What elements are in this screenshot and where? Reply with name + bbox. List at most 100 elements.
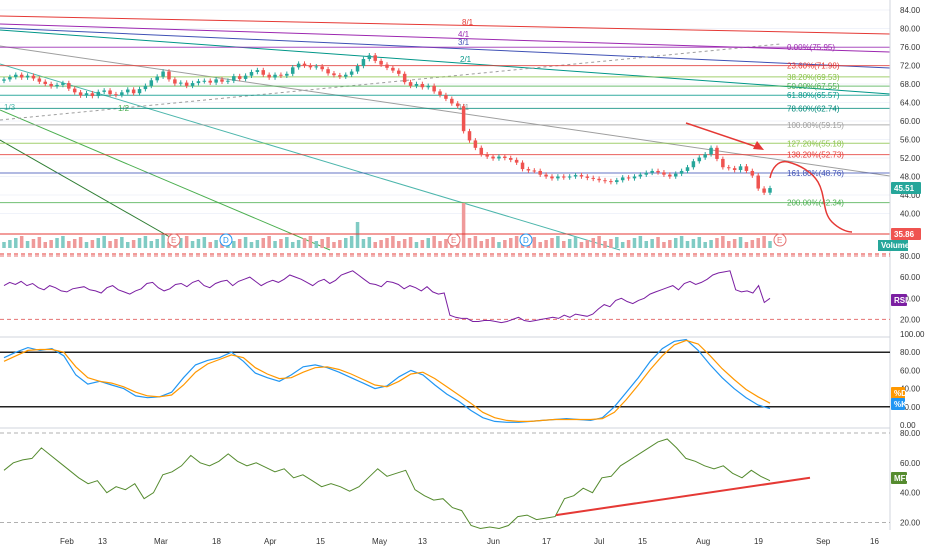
fib-level-label: 50.00%(67.55) [787, 82, 840, 91]
volume-bar [379, 240, 383, 248]
volume-bar [8, 240, 12, 248]
candle-body [402, 73, 407, 83]
candle-body [114, 94, 118, 96]
fib-level-label: 23.60%(71.98) [787, 62, 840, 71]
candle-body [538, 170, 542, 175]
candle-body [296, 63, 301, 68]
stoch-tick-label: 60.00 [900, 366, 921, 375]
time-tick-label: 15 [316, 537, 325, 546]
candle-body [603, 180, 607, 182]
gann-label: 2/1 [460, 55, 472, 64]
candle-body [261, 70, 266, 75]
candle-body [768, 188, 772, 193]
volume-bar [644, 241, 649, 248]
volume-bar [744, 242, 749, 248]
volume-bar [31, 239, 36, 248]
candle-body [650, 170, 654, 173]
candle-body [173, 79, 177, 84]
gann-fan-line [0, 15, 891, 35]
rsi-tag: RSI [894, 296, 907, 305]
volume-bar [373, 242, 377, 248]
stoch-tick-label: 80.00 [900, 348, 921, 357]
candle-body [355, 65, 360, 72]
mfi-tick-label: 20.00 [900, 519, 921, 528]
candle-body [102, 90, 106, 92]
volume-bar [626, 240, 631, 248]
volume-bar [232, 241, 236, 248]
price-tick-label: 56.00 [900, 136, 921, 145]
volume-bar [37, 237, 42, 248]
time-tick-label: 19 [754, 537, 763, 546]
volume-bar [732, 239, 737, 248]
candle-body [397, 70, 401, 74]
volume-bar [326, 237, 330, 248]
volume-bar [338, 240, 342, 248]
candle-body [108, 90, 112, 95]
volume-bar [290, 242, 295, 248]
candle-body [49, 84, 53, 87]
volume-bar [161, 234, 165, 248]
volume-bar [261, 238, 266, 248]
candle-body [373, 55, 377, 61]
volume-bar [538, 242, 542, 248]
candle-body [597, 178, 601, 181]
candle-body [744, 166, 749, 171]
time-tick-label: Mar [154, 537, 168, 546]
candle-body [473, 140, 478, 148]
price-tick-label: 44.00 [900, 191, 921, 200]
candle-body [78, 92, 83, 96]
candle-body [14, 74, 18, 78]
volume-bar [67, 241, 71, 248]
mfi-line [3, 438, 771, 530]
stoch-tag-k: %K [894, 400, 907, 409]
volume-bar [120, 237, 124, 248]
volume-bar [514, 236, 519, 248]
fib-level-label: 38.20%(69.53) [787, 73, 840, 82]
price-tick-label: 64.00 [900, 99, 921, 108]
candle-body [361, 59, 366, 66]
event-marker-label: E [777, 236, 782, 245]
volume-bar [709, 240, 713, 248]
candle-body [332, 73, 336, 76]
event-marker-label: E [171, 236, 176, 245]
volume-bar [84, 242, 89, 248]
candle-body [267, 74, 271, 78]
candle-body [438, 91, 442, 96]
candle-body [343, 74, 348, 77]
annotation-arrow-head [753, 141, 764, 150]
candle-body [391, 67, 395, 71]
time-tick-label: 13 [418, 537, 427, 546]
candle-body [125, 89, 130, 93]
volume-bar [562, 241, 566, 248]
volume-bar [108, 241, 112, 248]
candle-body [756, 175, 760, 189]
candle-body [550, 176, 554, 179]
price-tick-label: 40.00 [900, 210, 921, 219]
event-marker-label: E [451, 236, 456, 245]
candle-body [726, 167, 731, 169]
candle-body [497, 156, 501, 159]
volume-bar [355, 222, 360, 248]
last-price-tag-bg [891, 182, 921, 195]
candle-body [290, 67, 295, 74]
volume-bar [349, 236, 354, 248]
volume-bar [703, 242, 707, 248]
candle-body [349, 71, 354, 75]
candle-body [161, 71, 165, 77]
candle-body [96, 91, 101, 97]
candle-body [620, 177, 625, 181]
candle-body [467, 131, 472, 141]
fib-level-label: 78.60%(62.74) [787, 104, 840, 113]
candle-body [591, 177, 595, 179]
volume-bar [756, 238, 760, 248]
candle-body [120, 92, 124, 96]
candle-body [8, 77, 12, 80]
volume-bar [544, 240, 548, 248]
candle-body [526, 169, 531, 171]
candle-body [196, 81, 201, 84]
volume-bar [573, 237, 578, 248]
volume-bar [497, 242, 501, 248]
volume-bar [673, 238, 678, 248]
candle-body [632, 176, 637, 179]
volume-bar [49, 240, 53, 248]
